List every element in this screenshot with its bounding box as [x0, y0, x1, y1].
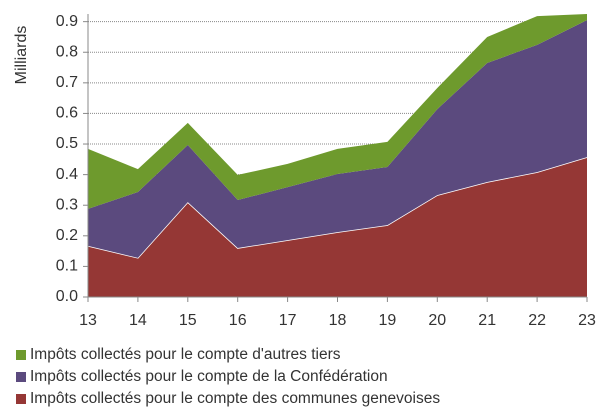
y-tick-label: 0.5 — [56, 135, 78, 152]
legend-label: Impôts collectés pour le compte d'autres… — [30, 346, 341, 363]
y-tick-label: 0.7 — [56, 74, 78, 91]
y-tick-label: 0.8 — [56, 43, 78, 60]
y-tick-label: 0.0 — [56, 288, 78, 305]
x-tick-label: 15 — [179, 312, 197, 329]
x-tick-label: 16 — [229, 312, 247, 329]
y-tick-label: 0.1 — [56, 258, 78, 275]
area — [88, 157, 587, 297]
y-tick-label: 0.9 — [56, 13, 78, 30]
area — [88, 20, 587, 258]
legend-label: Impôts collectés pour le compte des comm… — [30, 390, 440, 407]
x-tick-label: 22 — [528, 312, 546, 329]
x-tick-label: 21 — [478, 312, 496, 329]
x-tick-label: 19 — [379, 312, 397, 329]
x-tick-label: 14 — [129, 312, 147, 329]
x-tick-label: 23 — [578, 312, 596, 329]
x-tick-label: 20 — [428, 312, 446, 329]
y-tick-label: 0.2 — [56, 227, 78, 244]
x-tick-label: 17 — [279, 312, 297, 329]
legend-swatch — [16, 394, 26, 404]
y-tick-label: 0.4 — [56, 166, 78, 183]
legend-swatch — [16, 372, 26, 382]
y-axis-label: Milliards — [13, 26, 30, 85]
area — [88, 14, 587, 209]
y-tick-label: 0.6 — [56, 105, 78, 122]
x-tick-label: 13 — [79, 312, 97, 329]
legend: Impôts collectés pour le compte d'autres… — [16, 346, 440, 407]
legend-swatch — [16, 350, 26, 360]
legend-label: Impôts collectés pour le compte de la Co… — [30, 368, 388, 385]
x-tick-label: 18 — [329, 312, 347, 329]
y-tick-label: 0.3 — [56, 196, 78, 213]
